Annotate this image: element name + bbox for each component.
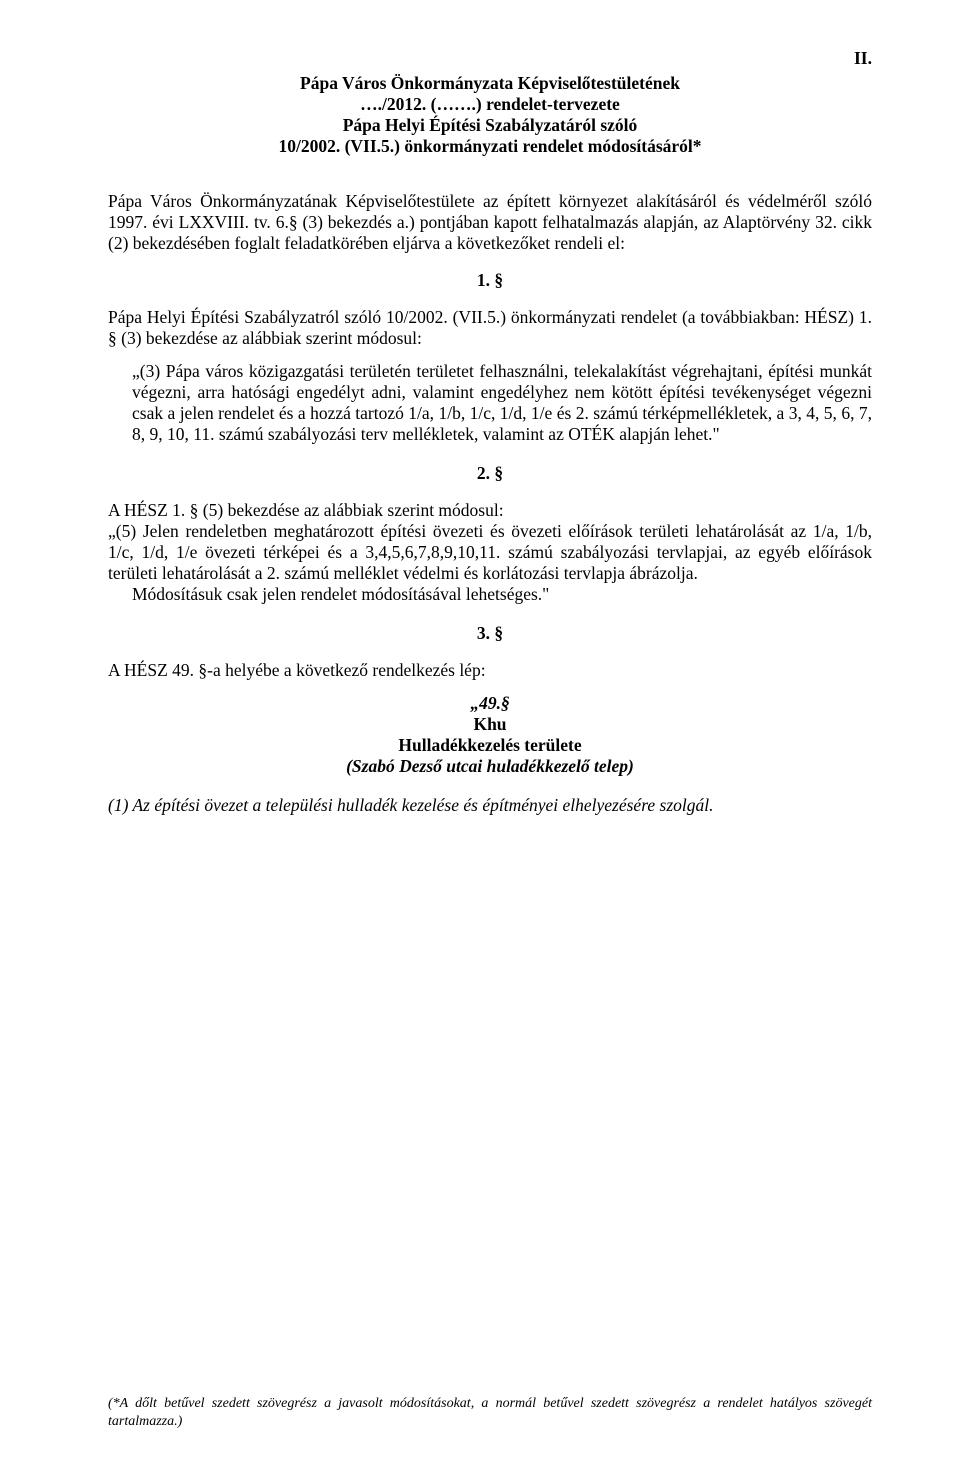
- sec49-line-4: (Szabó Dezső utcai huladékkezelő telep): [108, 756, 872, 777]
- title-block: Pápa Város Önkormányzata Képviselőtestül…: [108, 73, 872, 157]
- sec49-item-1: (1) Az építési övezet a települési hulla…: [108, 795, 872, 816]
- section-marker: II.: [108, 48, 872, 69]
- title-line-2: …./2012. (…….) rendelet-tervezete: [108, 94, 872, 115]
- title-line-1: Pápa Város Önkormányzata Képviselőtestül…: [108, 73, 872, 94]
- sec49-line-1: „49.§: [108, 693, 872, 714]
- sec49-line-3: Hulladékkezelés területe: [108, 735, 872, 756]
- section-2-heading: 2. §: [108, 463, 872, 484]
- section-3-intro: A HÉSZ 49. §-a helyébe a következő rende…: [108, 660, 872, 681]
- preamble-paragraph: Pápa Város Önkormányzatának Képviselőtes…: [108, 191, 872, 254]
- section-1-quote: „(3) Pápa város közigazgatási területén …: [132, 361, 872, 445]
- document-page: II. Pápa Város Önkormányzata Képviselőte…: [0, 0, 960, 1468]
- title-line-3: Pápa Helyi Építési Szabályzatáról szóló: [108, 115, 872, 136]
- section-2-continuation: Módosításuk csak jelen rendelet módosítá…: [132, 584, 872, 605]
- title-line-4: 10/2002. (VII.5.) önkormányzati rendelet…: [108, 136, 872, 157]
- section-1-intro: Pápa Helyi Építési Szabályzatról szóló 1…: [108, 307, 872, 349]
- section-2-intro: A HÉSZ 1. § (5) bekezdése az alábbiak sz…: [108, 500, 872, 521]
- section-2-quote: „(5) Jelen rendeletben meghatározott épí…: [108, 521, 872, 584]
- footnote: (*A dőlt betűvel szedett szövegrész a ja…: [108, 1395, 872, 1430]
- sec49-block: „49.§ Khu Hulladékkezelés területe (Szab…: [108, 693, 872, 777]
- section-3-heading: 3. §: [108, 623, 872, 644]
- section-1-heading: 1. §: [108, 270, 872, 291]
- sec49-line-2: Khu: [108, 714, 872, 735]
